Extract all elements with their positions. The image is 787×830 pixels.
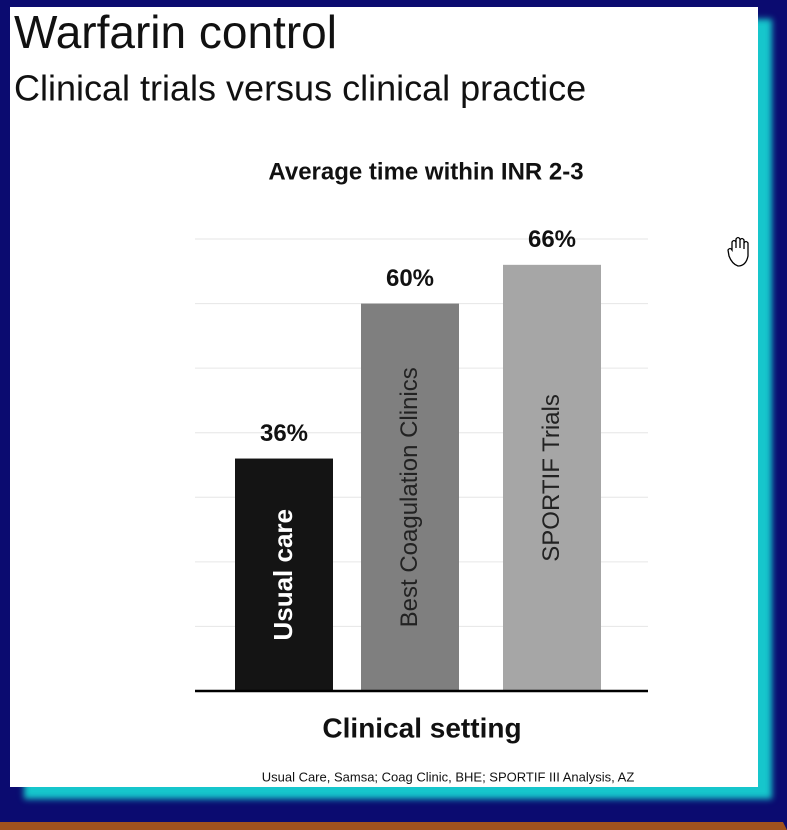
bar [235,458,333,691]
category-label-box: Usual care [244,425,324,725]
hand-cursor [727,236,749,267]
category-label-box: SPORTIF Trials [512,328,592,628]
category-label-wrap: Usual care [244,425,324,725]
slide-title: Warfarin control [14,6,337,58]
bar [361,303,459,691]
data-label: 66% [528,226,576,253]
category-label-box: Best Coagulation Clinics [370,347,450,647]
data-label: 36% [260,420,308,447]
category-label-group: SPORTIF Trials [512,328,592,628]
category-label-wrap: SPORTIF Trials [512,328,592,628]
source-note: Usual Care, Samsa; Coag Clinic, BHE; SPO… [262,769,635,784]
category-label: Usual care [268,509,299,641]
data-label: 60% [386,265,434,292]
category-label-wrap: Best Coagulation Clinics [370,347,450,647]
category-label-group: Usual care [244,425,324,725]
category-label-group: Best Coagulation Clinics [370,347,450,647]
x-axis-label: Clinical setting [322,712,521,743]
category-label: Best Coagulation Clinics [396,367,424,628]
bar [503,264,601,691]
slide-subtitle: Clinical trials versus clinical practice [14,68,586,109]
chart-title: Average time within INR 2-3 [268,158,583,185]
category-label: SPORTIF Trials [538,394,566,562]
